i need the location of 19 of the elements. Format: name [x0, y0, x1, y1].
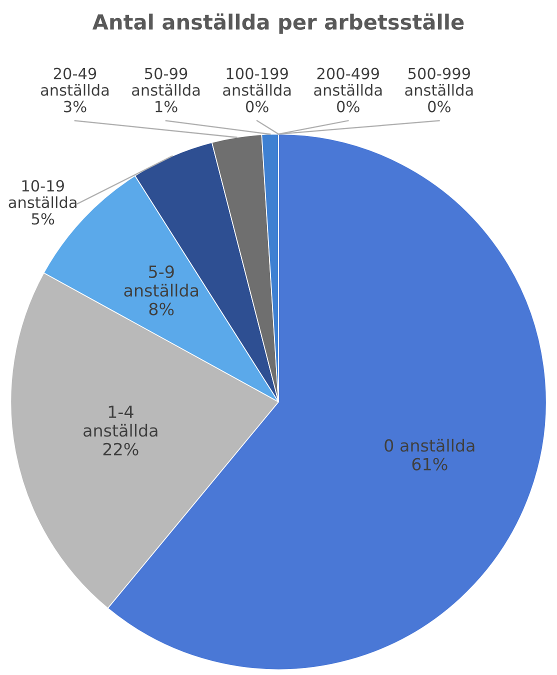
data-label: 1% — [156, 100, 178, 112]
data-label: 3% — [64, 100, 86, 112]
slice-label: 50-99 anställda — [132, 68, 200, 96]
slice-label: 0 anställda — [384, 438, 474, 452]
category-label: 100-199 anställda — [223, 68, 291, 96]
text: 0% — [337, 100, 360, 112]
slice-label: 5-9 anställda — [124, 265, 198, 297]
data-label: 61% — [412, 458, 448, 470]
category-label: 500-999 anställda — [405, 68, 473, 96]
data-label: 22% — [103, 442, 138, 456]
slice-label: 10-19 anställda — [8, 180, 76, 208]
category-label: 200-499 anställda — [314, 68, 382, 96]
text: 0% — [246, 100, 268, 112]
data-label: 5% — [32, 213, 54, 225]
slice-label: 20-49 anställda — [40, 68, 109, 96]
slice-label: 1-4 anställda — [84, 406, 158, 437]
data-label: 8% — [149, 302, 174, 316]
text: 0% — [428, 100, 450, 112]
chart-title: Antal anställda per arbetsställe — [92, 13, 464, 34]
